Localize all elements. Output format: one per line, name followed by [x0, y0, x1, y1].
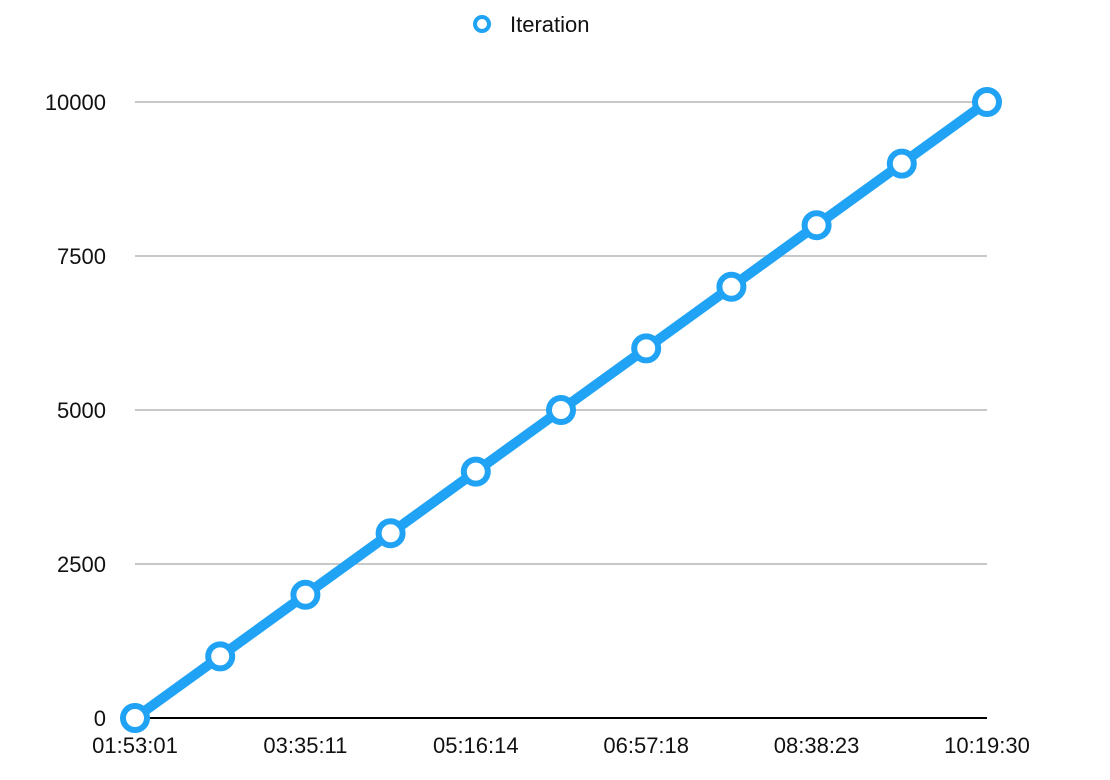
x-tick-label: 08:38:23 [774, 733, 860, 758]
legend-label: Iteration [510, 12, 590, 37]
y-tick-label: 10000 [45, 90, 106, 115]
x-tick-label: 05:16:14 [433, 733, 519, 758]
y-tick-label: 2500 [57, 552, 106, 577]
y-tick-label: 0 [94, 706, 106, 731]
x-tick-label: 03:35:11 [263, 733, 347, 758]
data-point [716, 271, 747, 302]
data-point [546, 395, 576, 425]
y-tick-label: 7500 [57, 244, 106, 269]
data-point [460, 456, 491, 487]
data-point [886, 148, 917, 179]
x-tick-label: 10:19:30 [944, 733, 1030, 758]
x-tick-label: 01:53:01 [92, 733, 178, 758]
grid-lines [135, 101, 987, 719]
data-point [120, 703, 150, 733]
y-axis-tick-labels: 0 2500 5000 7500 10000 [45, 90, 106, 731]
legend: Iteration [473, 12, 590, 37]
x-tick-label: 06:57:18 [603, 733, 689, 758]
data-point [375, 518, 406, 549]
data-point [972, 87, 1002, 117]
x-axis-tick-labels: 01:53:01 03:35:11 05:16:14 06:57:18 08:38:23… [92, 733, 1030, 758]
series-iteration [120, 87, 1002, 733]
data-point [205, 641, 236, 672]
data-point [631, 333, 662, 364]
data-point [801, 210, 832, 241]
y-tick-label: 5000 [57, 398, 106, 423]
data-point [290, 579, 321, 610]
legend-marker [473, 15, 491, 33]
